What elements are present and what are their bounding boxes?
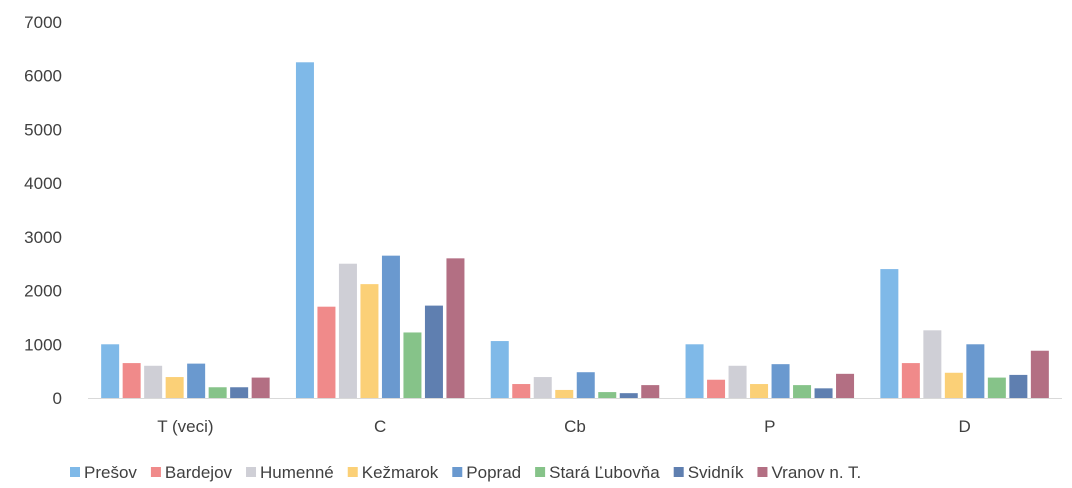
- legend-label: Bardejov: [165, 463, 233, 482]
- bars: [101, 62, 1049, 399]
- bar: [619, 393, 638, 398]
- y-tick-label: 5000: [24, 120, 62, 139]
- y-tick-label: 3000: [24, 228, 62, 247]
- category-label: P: [764, 417, 775, 436]
- bar: [750, 384, 769, 398]
- bar: [685, 344, 704, 398]
- bar: [814, 388, 833, 398]
- bar: [187, 363, 206, 398]
- bar: [165, 377, 184, 398]
- legend: Prešov Bardejov Humenné Kežmarok Poprad Stará…: [70, 463, 861, 482]
- bar: [923, 330, 942, 398]
- bar: [490, 341, 509, 398]
- bar: [707, 379, 726, 398]
- category-label: C: [374, 417, 386, 436]
- legend-swatch: [347, 467, 358, 477]
- bar: [122, 363, 141, 398]
- bar: [598, 392, 617, 398]
- legend-swatch: [70, 467, 80, 477]
- legend-label: Vranov n. T.: [771, 463, 861, 482]
- bar: [446, 258, 465, 398]
- category-labels: T (veci) C Cb P D: [157, 417, 971, 436]
- y-tick-label: 2000: [24, 282, 62, 301]
- legend-label: Humenné: [260, 463, 334, 482]
- bar: [317, 306, 336, 398]
- bar: [555, 389, 574, 398]
- category-label: D: [958, 417, 970, 436]
- bar: [360, 284, 379, 398]
- legend-swatch: [246, 467, 257, 477]
- bar: [208, 387, 227, 398]
- bar: [338, 263, 357, 398]
- legend-swatch: [150, 467, 161, 477]
- legend-swatch: [452, 467, 463, 477]
- bar: [880, 269, 899, 398]
- category-label: T (veci): [157, 417, 213, 436]
- y-tick-label: 0: [53, 389, 62, 408]
- bar: [424, 305, 443, 398]
- bar: [230, 387, 249, 398]
- bar: [576, 372, 595, 398]
- bar: [836, 373, 855, 398]
- bar: [793, 385, 812, 398]
- bar: [1030, 350, 1049, 398]
- bar: [381, 255, 400, 398]
- legend-swatch: [673, 467, 684, 477]
- bar: [966, 344, 985, 398]
- bar: [512, 384, 531, 398]
- legend-label: Svidník: [688, 463, 744, 482]
- bar: [1009, 374, 1028, 398]
- bar: [901, 363, 920, 398]
- y-tick-label: 4000: [24, 174, 62, 193]
- legend-label: Kežmarok: [362, 463, 439, 482]
- bar: [295, 62, 314, 399]
- bar: [533, 377, 552, 398]
- bar: [641, 385, 660, 398]
- legend-label: Prešov: [84, 463, 137, 482]
- bar: [251, 377, 270, 398]
- bar: [728, 365, 747, 398]
- y-tick-label: 6000: [24, 67, 62, 86]
- category-label: Cb: [564, 417, 586, 436]
- bar: [403, 332, 422, 398]
- y-axis-ticks: 0 1000 2000 3000 4000 5000 6000 7000: [24, 13, 62, 408]
- bar: [144, 365, 163, 398]
- bar: [771, 364, 790, 398]
- legend-label: Stará Ľubovňa: [549, 463, 660, 482]
- bar: [101, 344, 120, 398]
- legend-label: Poprad: [466, 463, 521, 482]
- y-tick-label: 1000: [24, 335, 62, 354]
- bar: [944, 372, 963, 398]
- bar: [987, 377, 1006, 398]
- legend-swatch: [757, 467, 768, 477]
- y-tick-label: 7000: [24, 13, 62, 32]
- legend-swatch: [535, 467, 546, 477]
